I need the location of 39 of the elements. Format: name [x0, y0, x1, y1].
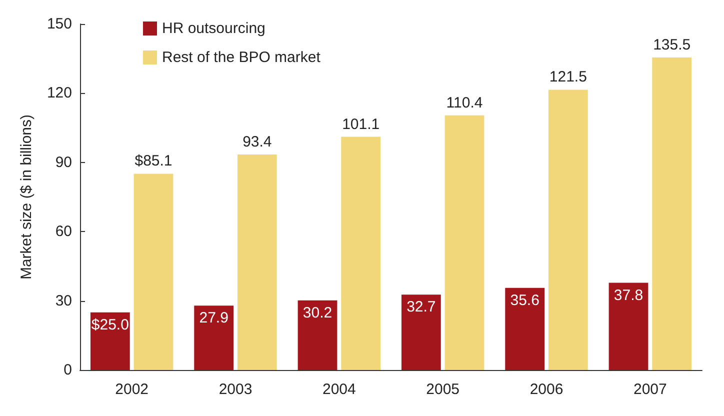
- bar: [548, 90, 588, 370]
- bar: [608, 282, 648, 370]
- bar: [652, 57, 692, 370]
- x-tick-label: 2004: [322, 381, 356, 398]
- data-label: 121.5: [549, 68, 587, 86]
- data-label: 93.4: [242, 134, 272, 151]
- y-tick-label: 0: [64, 362, 72, 378]
- data-label: 30.2: [302, 304, 332, 322]
- data-label: 35.6: [510, 292, 540, 309]
- y-tick-label: 150: [46, 16, 72, 32]
- y-tick-label: 30: [55, 292, 72, 310]
- data-label: 135.5: [653, 36, 691, 54]
- bar: [237, 154, 277, 370]
- bar: [444, 115, 484, 370]
- bar: [134, 174, 174, 370]
- data-label: $25.0: [91, 316, 129, 334]
- y-tick-label: 120: [46, 84, 72, 102]
- bar: [401, 294, 441, 370]
- x-tick-label: 2005: [426, 381, 460, 398]
- data-label: 101.1: [342, 116, 380, 133]
- y-tick-label: 90: [55, 154, 72, 171]
- data-label: 37.8: [614, 286, 644, 304]
- legend-label: Rest of the BPO market: [162, 49, 322, 66]
- y-axis-title: Market size ($ in billions): [18, 114, 35, 280]
- data-label: 32.7: [406, 298, 436, 316]
- data-label: 110.4: [446, 94, 483, 112]
- x-tick-label: 2003: [218, 381, 252, 398]
- bar: [341, 136, 381, 370]
- bar: [505, 288, 545, 370]
- bar: [90, 312, 130, 370]
- y-tick-label: 60: [55, 223, 72, 240]
- bar: [194, 306, 234, 370]
- bar: [298, 300, 338, 370]
- legend-label: HR outsourcing: [162, 20, 266, 37]
- data-label: $85.1: [134, 152, 172, 170]
- x-tick-label: 2006: [530, 381, 564, 398]
- data-label: 27.9: [199, 310, 228, 327]
- x-tick-label: 2007: [633, 381, 667, 398]
- x-tick-label: 2002: [115, 381, 149, 398]
